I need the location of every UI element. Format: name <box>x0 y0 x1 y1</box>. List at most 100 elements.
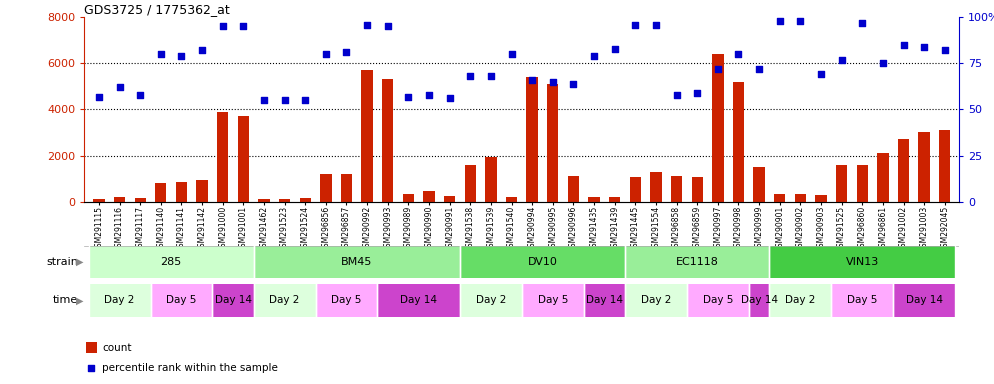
Bar <box>134 198 146 202</box>
Text: GDS3725 / 1775362_at: GDS3725 / 1775362_at <box>84 3 231 16</box>
Point <box>792 18 808 24</box>
Point <box>627 22 643 28</box>
Bar <box>444 196 455 202</box>
Point <box>771 18 787 24</box>
Point <box>875 60 891 66</box>
Bar <box>753 167 764 202</box>
Text: Day 14: Day 14 <box>585 295 623 306</box>
Point <box>421 92 437 98</box>
Bar <box>527 77 538 202</box>
Bar <box>378 284 460 317</box>
Point <box>236 23 251 30</box>
Bar <box>253 246 460 278</box>
Text: Day 2: Day 2 <box>785 295 815 306</box>
Bar <box>671 176 682 202</box>
Bar <box>506 197 517 202</box>
Bar <box>382 79 394 202</box>
Bar <box>774 194 785 202</box>
Text: Day 2: Day 2 <box>269 295 300 306</box>
Bar <box>794 194 806 202</box>
Point <box>215 23 231 30</box>
Bar <box>279 199 290 202</box>
Bar <box>423 191 434 202</box>
Bar <box>460 246 625 278</box>
Bar <box>176 182 187 202</box>
Bar <box>213 284 253 317</box>
Point <box>297 97 313 103</box>
Bar <box>485 157 497 202</box>
Point <box>441 95 457 101</box>
Bar <box>836 165 847 202</box>
Point <box>578 277 593 283</box>
Bar <box>217 112 229 202</box>
Point <box>504 51 520 57</box>
Point <box>380 23 396 30</box>
Bar <box>155 183 167 202</box>
Text: Day 2: Day 2 <box>476 295 506 306</box>
Text: Day 5: Day 5 <box>331 295 362 306</box>
Point <box>339 49 355 55</box>
Bar <box>88 284 150 317</box>
Text: time: time <box>53 295 79 306</box>
Text: Day 5: Day 5 <box>166 295 197 306</box>
Bar <box>238 116 249 202</box>
Bar <box>341 174 352 202</box>
Point <box>710 66 726 72</box>
Bar <box>114 197 125 202</box>
Bar <box>625 284 687 317</box>
Text: Day 5: Day 5 <box>847 295 878 306</box>
Bar <box>88 246 253 278</box>
Point <box>111 84 127 90</box>
Point <box>276 97 292 103</box>
Point <box>174 53 190 59</box>
Point <box>194 47 210 53</box>
Bar <box>258 199 269 202</box>
Point <box>483 73 499 79</box>
Point <box>731 51 746 57</box>
Text: VIN13: VIN13 <box>846 257 879 267</box>
Bar <box>898 139 910 202</box>
Bar <box>609 197 620 202</box>
Bar <box>253 284 315 317</box>
Text: EC1118: EC1118 <box>676 257 719 267</box>
Point <box>462 73 478 79</box>
Bar <box>299 198 311 202</box>
Bar <box>568 176 580 202</box>
Text: DV10: DV10 <box>528 257 558 267</box>
Point <box>896 42 911 48</box>
Point <box>834 56 850 63</box>
Bar <box>831 284 894 317</box>
Bar <box>939 130 950 202</box>
Point <box>669 92 685 98</box>
Point <box>318 51 334 57</box>
Bar <box>878 153 889 202</box>
Bar <box>522 284 583 317</box>
Bar <box>629 177 641 202</box>
Point <box>916 44 932 50</box>
Point <box>524 77 540 83</box>
Bar <box>588 197 599 202</box>
Point <box>153 51 169 57</box>
Point <box>359 22 375 28</box>
Bar <box>403 194 414 202</box>
Bar <box>150 284 213 317</box>
Point <box>91 93 107 99</box>
Bar <box>712 54 724 202</box>
Bar <box>769 284 831 317</box>
Point <box>854 20 870 26</box>
Bar <box>460 284 522 317</box>
Bar <box>687 284 748 317</box>
Point <box>401 93 416 99</box>
Bar <box>362 70 373 202</box>
Bar <box>197 180 208 202</box>
Point <box>751 66 767 72</box>
Text: Day 14: Day 14 <box>215 295 251 306</box>
Bar <box>894 284 955 317</box>
Point <box>936 47 952 53</box>
Bar <box>86 342 96 353</box>
Bar <box>650 172 662 202</box>
Text: Day 14: Day 14 <box>741 295 777 306</box>
Text: ▶: ▶ <box>76 295 83 306</box>
Bar <box>93 199 104 202</box>
Text: percentile rank within the sample: percentile rank within the sample <box>102 363 278 373</box>
